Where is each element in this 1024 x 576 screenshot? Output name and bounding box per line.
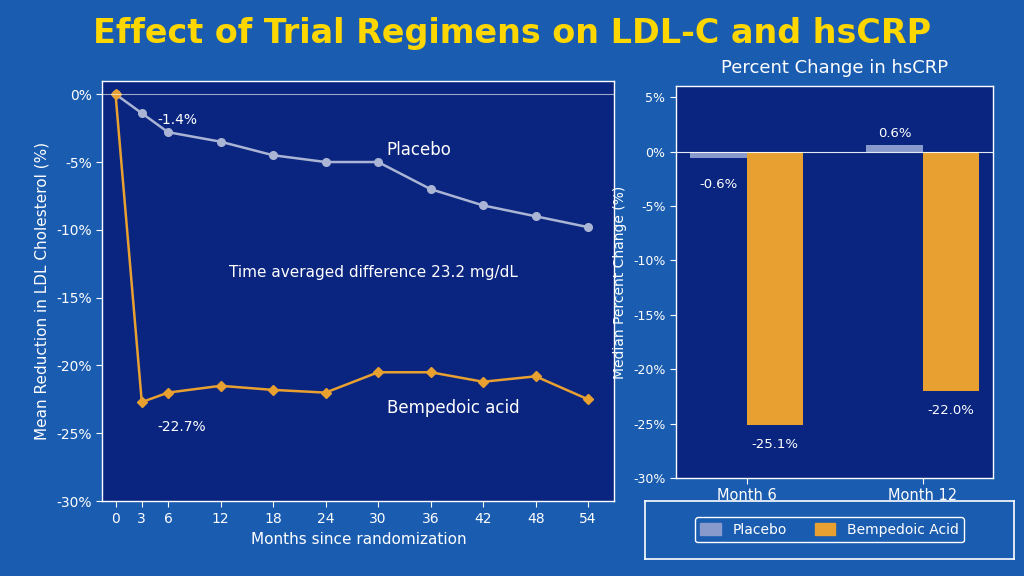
Title: Percent Change in hsCRP: Percent Change in hsCRP [721,59,948,77]
Y-axis label: Median Percent Change (%): Median Percent Change (%) [613,185,628,379]
Text: Placebo: Placebo [387,141,452,159]
Text: -0.6%: -0.6% [699,178,737,191]
Text: -22.7%: -22.7% [158,419,206,434]
Legend: Placebo, Bempedoic Acid: Placebo, Bempedoic Acid [695,517,964,543]
Bar [690,151,746,158]
Bar [746,151,803,425]
X-axis label: Months since randomization: Months since randomization [251,532,466,547]
Y-axis label: Mean Reduction in LDL Cholesterol (%): Mean Reduction in LDL Cholesterol (%) [35,142,49,440]
Text: -1.4%: -1.4% [158,113,198,127]
Text: Time averaged difference 23.2 mg/dL: Time averaged difference 23.2 mg/dL [229,266,518,281]
Text: -25.1%: -25.1% [752,438,799,451]
Text: Bempedoic acid: Bempedoic acid [387,399,519,417]
Bar [866,145,923,151]
Text: -22.0%: -22.0% [928,404,974,417]
Text: Effect of Trial Regimens on LDL-C and hsCRP: Effect of Trial Regimens on LDL-C and hs… [93,17,931,50]
Text: 0.6%: 0.6% [878,127,911,140]
Bar [923,151,979,391]
